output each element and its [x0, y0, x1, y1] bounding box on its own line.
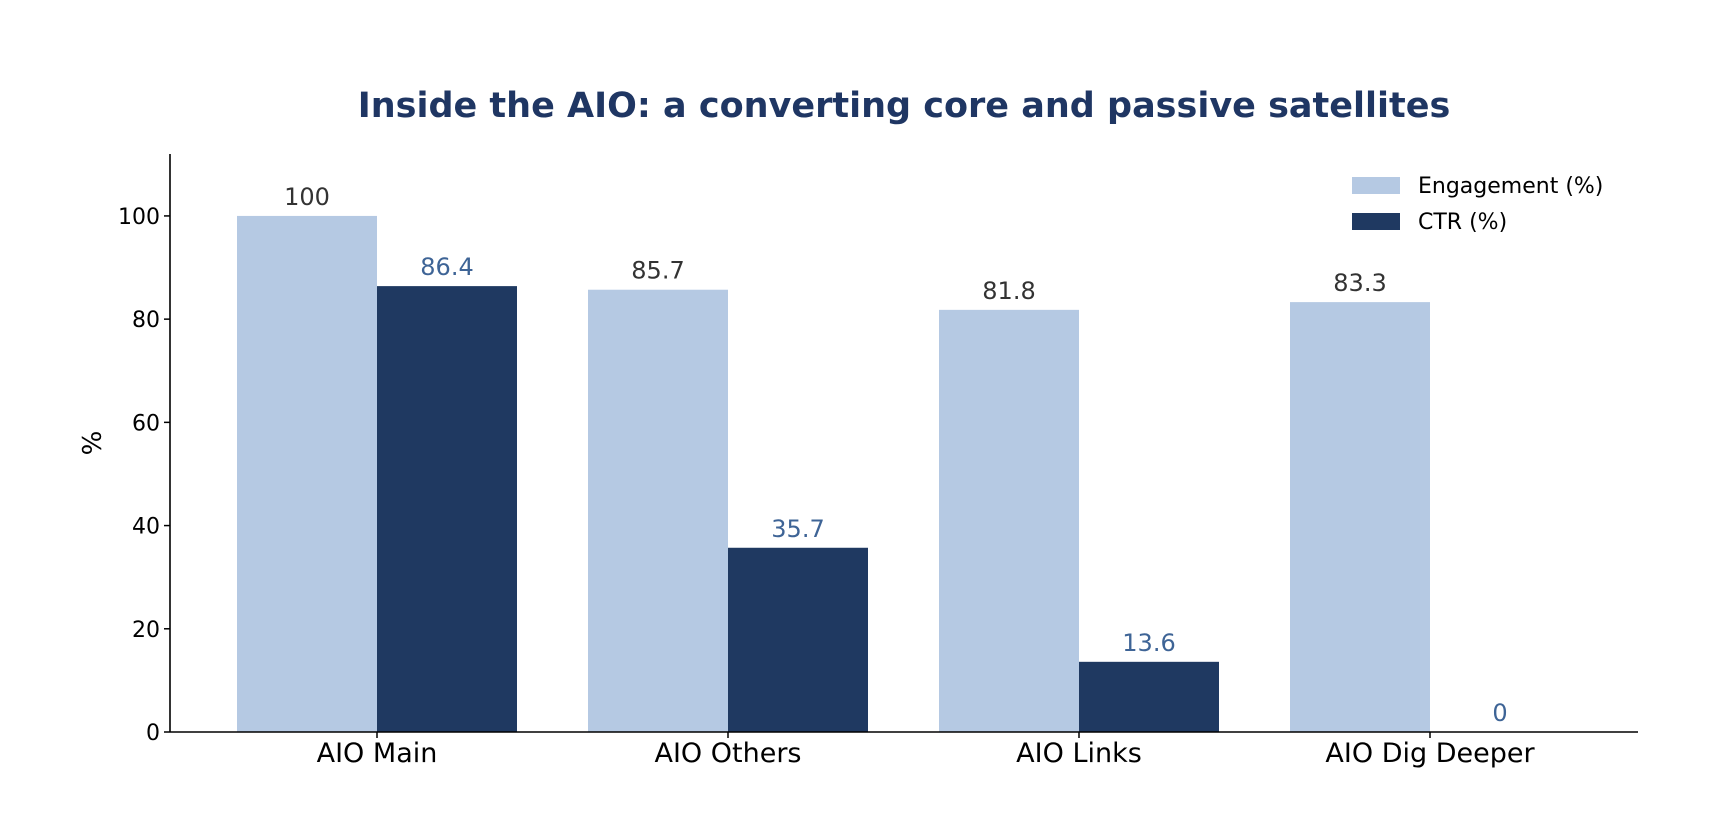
ctr-value-label-3: 0	[1492, 699, 1507, 727]
ctr-bar-1	[728, 547, 868, 732]
y-tick-label-1: 20	[132, 618, 160, 643]
y-tick-label-3: 60	[132, 411, 160, 436]
engagement-bar-0	[237, 215, 377, 732]
legend-swatch-0	[1352, 177, 1400, 194]
engagement-value-label-1: 85.7	[631, 257, 684, 285]
plot-area: 100 86.4 AIO Main 85.7 35.7 AIO Others 81.8 13.…	[118, 154, 1638, 769]
engagement-value-label-2: 81.8	[982, 277, 1035, 305]
y-tick-label-0: 0	[146, 721, 160, 746]
x-tick-label-1: AIO Others	[655, 738, 802, 769]
legend-label-1: CTR (%)	[1418, 210, 1507, 235]
y-tick-label-2: 40	[132, 515, 160, 540]
ctr-value-label-0: 86.4	[420, 253, 473, 281]
engagement-bar-2	[939, 309, 1079, 732]
y-tick-label-5: 100	[118, 205, 160, 230]
engagement-value-label-3: 83.3	[1333, 269, 1386, 297]
y-axis-label: %	[78, 431, 108, 456]
x-tick-label-3: AIO Dig Deeper	[1325, 738, 1535, 769]
ctr-bar-0	[377, 286, 517, 732]
legend-swatch-1	[1352, 213, 1400, 230]
engagement-value-label-0: 100	[284, 183, 330, 211]
ctr-value-label-1: 35.7	[771, 515, 824, 543]
chart-title: Inside the AIO: a converting core and pa…	[358, 86, 1451, 126]
x-tick-label-2: AIO Links	[1016, 738, 1142, 769]
legend: Engagement (%) CTR (%)	[1352, 174, 1603, 235]
engagement-bar-3	[1290, 302, 1430, 732]
x-tick-label-0: AIO Main	[317, 738, 438, 769]
legend-label-0: Engagement (%)	[1418, 174, 1603, 199]
ctr-bar-2	[1079, 661, 1219, 732]
ctr-value-label-2: 13.6	[1122, 629, 1175, 657]
y-tick-label-4: 80	[132, 308, 160, 333]
engagement-bar-1	[588, 289, 728, 732]
